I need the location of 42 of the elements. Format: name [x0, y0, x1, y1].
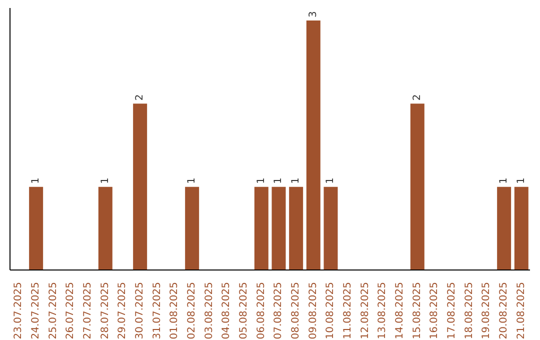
x-tick-label: 12.08.2025 — [360, 282, 371, 340]
x-tick-label: 26.07.2025 — [65, 282, 76, 340]
x-tick-label: 09.08.2025 — [308, 282, 319, 340]
x-tick-label: 04.08.2025 — [221, 282, 232, 340]
data-label: 1 — [256, 177, 267, 184]
x-tick-label: 20.08.2025 — [498, 282, 510, 340]
data-label: 2 — [134, 94, 146, 101]
x-tick-label: 11.08.2025 — [342, 282, 354, 340]
x-tick-label: 17.08.2025 — [446, 282, 458, 340]
x-tick-label: 07.08.2025 — [273, 282, 284, 340]
x-tick-label: 27.07.2025 — [82, 282, 94, 340]
x-tick-label: 18.08.2025 — [464, 282, 475, 340]
x-tick-label: 02.08.2025 — [186, 282, 198, 340]
x-tick-label: 24.07.2025 — [30, 282, 42, 340]
x-tick-label: 15.08.2025 — [412, 282, 423, 340]
x-tick-label: 28.07.2025 — [100, 282, 111, 340]
x-tick-label: 30.07.2025 — [134, 282, 146, 340]
data-label: 1 — [290, 177, 302, 184]
data-label: 1 — [186, 177, 198, 184]
x-tick-label: 13.08.2025 — [377, 282, 388, 340]
x-tick-label: 16.08.2025 — [429, 282, 440, 340]
x-tick-label: 31.07.2025 — [152, 282, 163, 340]
x-tick-label: 25.07.2025 — [48, 282, 59, 340]
data-label: 1 — [516, 177, 527, 184]
x-tick-label: 03.08.2025 — [204, 282, 215, 340]
data-label: 1 — [30, 177, 42, 184]
x-tick-label: 05.08.2025 — [238, 282, 250, 340]
data-label: 1 — [273, 177, 284, 184]
x-tick-label: 21.08.2025 — [516, 282, 527, 340]
x-tick-label: 14.08.2025 — [394, 282, 406, 340]
x-tick-label: 01.08.2025 — [169, 282, 180, 340]
x-tick-label: 08.08.2025 — [290, 282, 302, 340]
data-label: 1 — [100, 177, 111, 184]
data-label: 1 — [498, 177, 510, 184]
x-tick-label: 19.08.2025 — [481, 282, 492, 340]
data-label: 3 — [308, 11, 319, 18]
x-tick-label: 10.08.2025 — [325, 282, 336, 340]
x-tick-label: 06.08.2025 — [256, 282, 267, 340]
x-tick-label: 29.07.2025 — [117, 282, 128, 340]
data-label: 2 — [412, 94, 423, 101]
data-label: 1 — [325, 177, 336, 184]
x-tick-label: 23.07.2025 — [13, 282, 24, 340]
